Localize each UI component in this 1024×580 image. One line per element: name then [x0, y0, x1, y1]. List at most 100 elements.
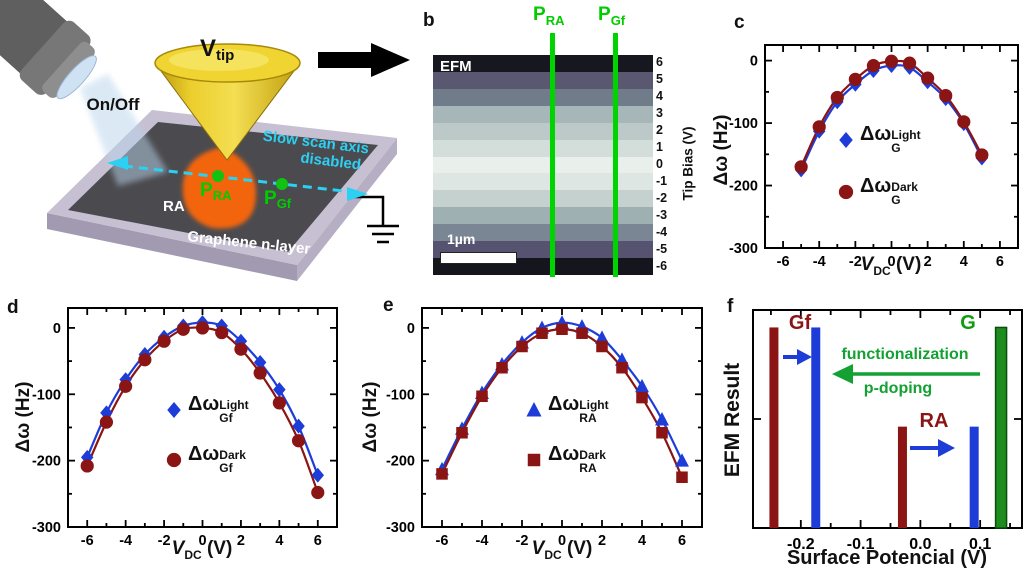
tip-bias-tick-label: 0 — [656, 157, 663, 171]
efm-image — [433, 55, 653, 275]
svg-text:2: 2 — [924, 254, 932, 270]
svg-text:-100: -100 — [729, 116, 758, 132]
legend-entry: Δω Light Gf — [165, 393, 249, 427]
panel-a-illustration: Vtip PRA PGf RA Graphene n-layer Slow sc… — [0, 0, 399, 281]
efm-band — [433, 71, 653, 89]
svg-text:-6: -6 — [777, 254, 790, 270]
chart-plot-f: -0.2 -0.1 0.0 0.1 — [752, 309, 1023, 553]
efm-bar-g-reference — [994, 326, 1008, 529]
tip-bias-tick-label: -6 — [656, 258, 668, 273]
point-ra-label: PRA — [200, 180, 232, 203]
svg-text:0: 0 — [750, 54, 758, 70]
vtip-label: Vtip — [200, 35, 234, 64]
svg-text:-4: -4 — [813, 254, 826, 270]
chart-c: -6 -4 -2 0 2 4 6 0 -100 -200 -300 Δω Light G Δω Dark G — [715, 30, 1024, 285]
legend-marker-icon — [526, 401, 542, 417]
f-y-axis-label: EFM Result — [721, 362, 744, 478]
svg-text:6: 6 — [314, 533, 322, 549]
svg-text:4: 4 — [960, 254, 968, 270]
e-y-axis-label: Δω (Hz) — [360, 381, 381, 453]
svg-text:0: 0 — [407, 321, 415, 337]
scan-axis-arrow — [107, 156, 368, 201]
light-source-icon — [0, 0, 97, 100]
efm-band — [433, 139, 653, 157]
tip-bias-tick-label: 1 — [656, 140, 663, 155]
legend-entry: Δω Dark Gf — [165, 443, 246, 477]
efm-bar-ra-dark — [897, 426, 907, 528]
panel-letter-d: d — [7, 297, 19, 318]
chart-plot-e: -6 -4 -2 0 2 4 6 0 -100 -200 -300 — [386, 307, 703, 549]
profile-line-ra — [550, 33, 555, 277]
svg-text:0.1: 0.1 — [969, 536, 991, 553]
svg-text:-100: -100 — [32, 387, 61, 403]
point-gf-label: PGf — [264, 188, 292, 211]
svg-text:-6: -6 — [81, 533, 94, 549]
efm-image-title: EFM — [440, 58, 472, 75]
legend-entry: Δω Dark G — [837, 175, 918, 209]
efm-band — [433, 190, 653, 208]
ra-region — [182, 147, 257, 229]
svg-text:0: 0 — [887, 254, 895, 270]
ground-symbol — [352, 195, 399, 244]
svg-text:-2: -2 — [516, 533, 529, 549]
svg-text:-300: -300 — [729, 241, 758, 257]
efm-bar-ra-light — [969, 426, 979, 528]
svg-text:4: 4 — [275, 533, 283, 549]
profile-label-ra: PRA — [533, 4, 565, 28]
flow-arrow — [318, 43, 410, 77]
svg-text:-300: -300 — [386, 520, 415, 536]
legend-marker-icon — [166, 452, 182, 468]
legend-marker-icon — [839, 131, 853, 148]
efm-band — [433, 224, 653, 242]
panel-letter-c: c — [734, 12, 745, 33]
tip-bias-tick-label: 5 — [656, 72, 663, 87]
svg-text:6: 6 — [678, 533, 686, 549]
tip-bias-tick-label: -2 — [656, 190, 668, 205]
svg-text:0.0: 0.0 — [909, 536, 931, 553]
tip-bias-tick-label: -1 — [656, 173, 668, 188]
scale-bar — [440, 252, 517, 264]
svg-text:-4: -4 — [476, 533, 489, 549]
chart-plot-d: -6 -4 -2 0 2 4 6 0 -100 -200 -300 — [32, 307, 338, 549]
panel-letter-e: e — [383, 295, 394, 316]
efm-band — [433, 173, 653, 191]
svg-text:-200: -200 — [729, 179, 758, 195]
svg-text:-2: -2 — [158, 533, 171, 549]
chart-plot-c: -6 -4 -2 0 2 4 6 0 -100 -200 -300 — [729, 44, 1019, 270]
panel-letter-b: b — [423, 10, 435, 31]
d-y-axis-label: Δω (Hz) — [13, 381, 34, 453]
efm-bar-gf-dark — [769, 327, 779, 528]
efm-band — [433, 105, 653, 123]
svg-text:-200: -200 — [32, 454, 61, 470]
efm-band — [433, 88, 653, 106]
panel-letter-f: f — [727, 296, 734, 317]
profile-label-gf: PGf — [598, 4, 626, 28]
f-label-g: G — [960, 312, 976, 334]
tip-bias-axis-label: Tip Bias (V) — [680, 126, 696, 201]
svg-text:2: 2 — [237, 533, 245, 549]
tip-bias-tick-label: 6 — [656, 55, 663, 70]
legend-marker-icon — [167, 401, 181, 418]
efm-band — [433, 55, 653, 72]
svg-text:-4: -4 — [119, 533, 132, 549]
svg-text:0: 0 — [53, 321, 61, 337]
scale-bar-label: 1µm — [447, 231, 476, 247]
svg-text:-0.1: -0.1 — [847, 536, 875, 553]
svg-text:6: 6 — [996, 254, 1004, 270]
f-annotation-functionalization: functionalization — [841, 346, 969, 363]
tip-bias-tick-label: -5 — [656, 241, 668, 256]
svg-text:-2: -2 — [849, 254, 862, 270]
profile-line-gf — [613, 33, 618, 277]
legend-entry: Δω Light G — [837, 123, 921, 157]
efm-band — [433, 156, 653, 174]
svg-text:0: 0 — [558, 533, 566, 549]
svg-text:-6: -6 — [436, 533, 449, 549]
svg-text:4: 4 — [638, 533, 646, 549]
efm-band — [433, 207, 653, 225]
chart-e: -6 -4 -2 0 2 4 6 0 -100 -200 -300 Δω Light RA Δω Dark RA — [355, 290, 725, 580]
c-x-axis-label: VDC (V) — [860, 254, 922, 278]
tip-bias-tick-label: 4 — [656, 89, 663, 104]
d-x-axis-label: VDC (V) — [171, 538, 233, 562]
f-label-ra: RA — [919, 410, 949, 432]
